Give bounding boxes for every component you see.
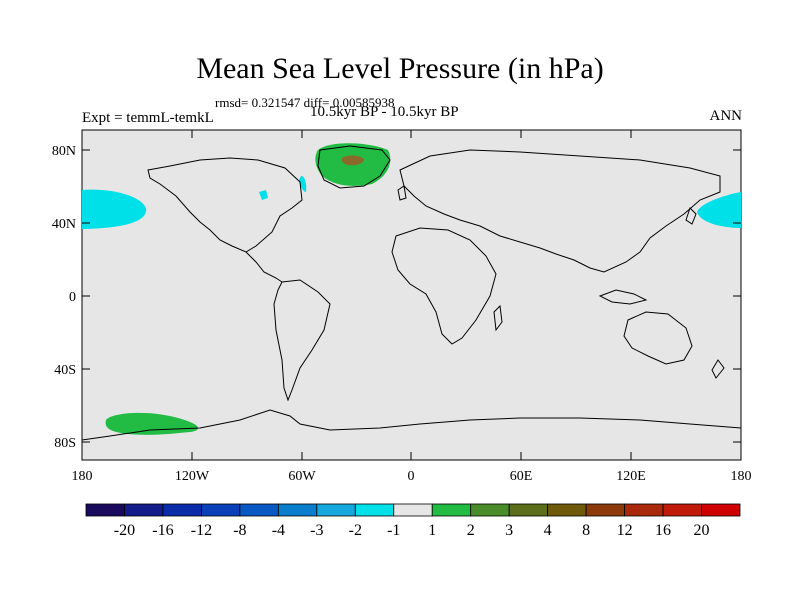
coast-british-isles: [397, 185, 407, 201]
coast-central-america: [245, 251, 283, 283]
map-title: Mean Sea Level Pressure (in hPa): [196, 52, 604, 85]
colorbar-label: 4: [544, 522, 552, 539]
colorbar-label: -4: [272, 522, 285, 539]
colorbar-label: 20: [694, 522, 710, 539]
anomaly-fill: [82, 143, 741, 435]
lon-label-180w: 180: [72, 469, 93, 484]
colorbar-label: 8: [582, 522, 590, 539]
colorbar-swatch: [585, 503, 625, 517]
colorbar-swatch: [624, 503, 664, 517]
colorbar-label: -12: [191, 522, 212, 539]
coast-antarctica: [81, 409, 742, 441]
colorbar-swatch: [354, 503, 395, 517]
brown-contour-greenland: [341, 155, 364, 166]
colorbar-label: -2: [349, 522, 362, 539]
colorbar-swatch: [470, 503, 510, 517]
colorbar-label: 3: [505, 522, 513, 539]
colorbar-label: -20: [114, 522, 135, 539]
colorbar-label: -8: [233, 522, 246, 539]
colorbar: -20 -16 -12 -8 -4 -3 -2 -1 1 2 3 4 8 12 16 20: [85, 503, 741, 539]
cyan-contour-labrador: [299, 176, 307, 192]
colorbar-swatch: [393, 503, 433, 517]
map-background: [81, 129, 742, 461]
colorbar-label: -1: [387, 522, 400, 539]
colorbar-label: -16: [152, 522, 173, 539]
colorbar-label: 1: [428, 522, 436, 539]
lat-label-40s: 40S: [54, 363, 76, 378]
lat-label-0: 0: [69, 290, 76, 305]
lat-label-40n: 40N: [52, 217, 76, 232]
colorbar-label: -3: [310, 522, 323, 539]
colorbar-swatch: [239, 503, 279, 517]
cyan-contour-canada: [259, 190, 268, 200]
colorbar-swatch: [277, 503, 318, 517]
colorbar-swatch: [85, 503, 125, 517]
cyan-contour-north-pacific-east: [697, 192, 741, 228]
colorbar-label: 16: [655, 522, 671, 539]
period-label: 10.5kyr BP - 10.5kyr BP: [310, 104, 459, 120]
colorbar-swatch: [201, 503, 241, 517]
experiment-label: Expt = temmL-temkL: [82, 110, 214, 126]
cyan-contour-north-pacific-west: [82, 189, 147, 229]
coast-greenland: [317, 145, 391, 189]
coast-japan: [685, 207, 697, 225]
coastlines: [81, 145, 742, 441]
season-label: ANN: [709, 108, 743, 124]
coast-maritime-asia: [598, 289, 648, 305]
coast-new-zealand: [711, 359, 725, 379]
lon-label-60w: 60W: [288, 469, 316, 484]
colorbar-swatch: [508, 503, 549, 517]
colorbar-swatch: [547, 503, 587, 517]
coast-north-america: [147, 157, 303, 253]
axis-ticks: [82, 130, 741, 460]
lon-label-120w: 120W: [175, 469, 210, 484]
colorbar-swatch: [701, 503, 741, 517]
lat-label-80n: 80N: [52, 144, 76, 159]
colorbar-label: 2: [467, 522, 475, 539]
colorbar-swatch: [316, 503, 356, 517]
coast-eurasia: [399, 149, 721, 273]
lon-label-120e: 120E: [616, 469, 646, 484]
colorbar-label: 12: [617, 522, 633, 539]
lon-label-0: 0: [408, 469, 415, 484]
coast-south-america: [273, 279, 331, 402]
colorbar-swatch: [662, 503, 702, 517]
colorbar-swatch: [162, 503, 202, 517]
lon-label-180e: 180: [731, 469, 752, 484]
colorbar-swatch: [124, 503, 164, 517]
coast-australia: [623, 311, 693, 365]
coast-africa: [391, 227, 497, 345]
stats-line: rmsd= 0.321547 diff= 0.00585938: [215, 95, 395, 110]
colorbar-swatch: [431, 503, 472, 517]
coast-madagascar: [493, 304, 503, 332]
lon-label-60e: 60E: [510, 469, 533, 484]
lat-label-80s: 80S: [54, 436, 76, 451]
